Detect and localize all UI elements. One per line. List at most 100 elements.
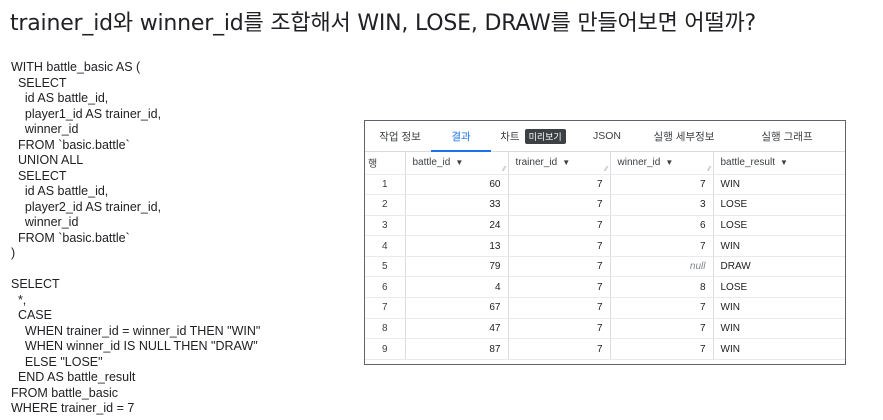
table-header-row: 행 battle_id ▼ ⁄⁄ trainer_id ▼ ⁄⁄ winner_id ▼ ⁄⁄ ba…: [365, 152, 845, 175]
cell-battle-result: WIN: [713, 297, 845, 319]
code-line: UNION ALL: [11, 153, 84, 167]
cell-battle-result: DRAW: [713, 256, 845, 278]
cell-trainer-id: 7: [508, 235, 611, 257]
cell-trainer-id: 7: [508, 318, 611, 340]
query-results-panel: 작업 정보 결과 차트 미리보기 JSON 실행 세부정보 실행 그래프 행 battle_i…: [364, 120, 846, 365]
column-header-trainer-id[interactable]: trainer_id ▼ ⁄⁄: [508, 152, 611, 175]
code-line: FROM `basic.battle`: [11, 137, 130, 152]
cell-trainer-id: 7: [508, 297, 611, 319]
cell-battle-id: 13: [405, 235, 509, 257]
cell-battle-result: WIN: [713, 338, 845, 360]
code-line: END AS battle_result: [11, 370, 136, 384]
row-number: 7: [365, 297, 406, 319]
cell-trainer-id: 7: [508, 256, 611, 278]
tab-label: JSON: [592, 130, 621, 142]
cell-battle-result: LOSE: [713, 276, 845, 299]
row-number: 8: [365, 318, 406, 340]
tab-label: 실행 그래프: [761, 130, 813, 143]
cell-trainer-id: 7: [508, 338, 611, 360]
cell-battle-result: WIN: [713, 318, 845, 340]
code-line: FROM `basic.battle`: [11, 230, 130, 245]
tab-2[interactable]: 차트 미리보기: [491, 121, 575, 151]
code-line: player2_id AS trainer_id,: [11, 199, 162, 214]
row-number: 4: [365, 235, 406, 257]
code-line: WITH battle_basic AS (: [11, 60, 141, 74]
table-row: 7 67 7 7 WIN: [365, 297, 845, 319]
code-line: [11, 262, 260, 278]
code-line: FROM battle_basic: [11, 385, 118, 400]
cell-winner-id-null: null: [610, 256, 714, 278]
table-row: 1 60 7 7 WIN: [365, 174, 845, 196]
tab-0[interactable]: 작업 정보: [369, 121, 431, 151]
column-header-label: battle_result: [720, 157, 775, 169]
cell-battle-result: LOSE: [713, 215, 845, 237]
column-resize-icon[interactable]: ⁄⁄: [708, 165, 711, 173]
code-line: ): [11, 246, 16, 260]
code-line: WHEN trainer_id = winner_id THEN "WIN": [11, 323, 261, 338]
column-resize-icon[interactable]: ⁄⁄: [605, 165, 608, 173]
page-title: trainer_id와 winner_id를 조합해서 WIN, LOSE, D…: [10, 11, 757, 36]
cell-trainer-id: 7: [508, 276, 611, 299]
tab-label: 작업 정보: [379, 130, 421, 143]
table-row: 4 13 7 7 WIN: [365, 235, 845, 257]
column-header-battle-id[interactable]: battle_id ▼ ⁄⁄: [405, 152, 509, 175]
cell-winner-id: 7: [610, 338, 714, 360]
cell-battle-id: 4: [405, 276, 509, 299]
cell-trainer-id: 7: [508, 215, 611, 237]
preview-badge: 미리보기: [524, 128, 566, 144]
column-header-label: trainer_id: [515, 157, 558, 169]
cell-battle-result: LOSE: [713, 194, 845, 216]
column-header-battle-result[interactable]: battle_result ▼: [713, 152, 845, 175]
code-line: player1_id AS trainer_id,: [11, 106, 162, 121]
column-header-winner-id[interactable]: winner_id ▼ ⁄⁄: [610, 152, 714, 175]
row-number: 5: [365, 256, 406, 278]
tab-4[interactable]: 실행 세부정보: [639, 121, 729, 151]
tab-3[interactable]: JSON: [575, 121, 639, 151]
row-number: 2: [365, 194, 406, 216]
cell-trainer-id: 7: [508, 194, 611, 216]
cell-battle-id: 33: [405, 194, 509, 216]
cell-winner-id: 7: [610, 318, 714, 340]
cell-battle-id: 47: [405, 318, 509, 340]
cell-battle-result: WIN: [713, 235, 845, 257]
cell-battle-id: 24: [405, 215, 509, 237]
tab-5[interactable]: 실행 그래프: [729, 121, 845, 151]
column-resize-icon[interactable]: ⁄⁄: [503, 165, 506, 173]
tab-label: 실행 세부정보: [653, 130, 715, 143]
cell-trainer-id: 7: [508, 174, 611, 196]
sort-caret-icon[interactable]: ▼: [779, 158, 788, 168]
cell-winner-id: 7: [610, 235, 714, 257]
cell-winner-id: 7: [610, 297, 714, 319]
row-number: 3: [365, 215, 406, 237]
sort-caret-icon[interactable]: ▼: [562, 158, 571, 168]
column-header-label: winner_id: [617, 157, 661, 169]
code-line: WHEN winner_id IS NULL THEN "DRAW": [11, 339, 258, 353]
code-line: id AS battle_id,: [11, 91, 109, 105]
cell-winner-id: 7: [610, 174, 714, 196]
table-row: 5 79 7 null DRAW: [365, 256, 845, 278]
cell-battle-result: WIN: [713, 174, 845, 196]
code-line: CASE: [11, 308, 52, 322]
code-line: ELSE "LOSE": [11, 354, 103, 369]
tab-label: 차트: [500, 130, 520, 143]
code-line: id AS battle_id,: [11, 184, 109, 198]
cell-battle-id: 87: [405, 338, 509, 360]
table-row: 2 33 7 3 LOSE: [365, 194, 845, 216]
cell-winner-id: 6: [610, 215, 714, 237]
code-line: winner_id: [11, 122, 79, 136]
sort-caret-icon[interactable]: ▼: [455, 158, 464, 168]
table-row: 6 4 7 8 LOSE: [365, 276, 845, 299]
cell-winner-id: 8: [610, 276, 714, 299]
table-row: 3 24 7 6 LOSE: [365, 215, 845, 237]
sort-caret-icon[interactable]: ▼: [665, 158, 674, 168]
cell-battle-id: 79: [405, 256, 509, 278]
cell-winner-id: 3: [610, 194, 714, 216]
code-line: SELECT: [11, 168, 67, 183]
code-line: *,: [11, 292, 27, 307]
row-number: 1: [365, 174, 406, 196]
tab-1[interactable]: 결과: [431, 121, 491, 152]
code-line: winner_id: [11, 215, 79, 229]
row-number: 6: [365, 276, 406, 299]
row-number-header: 행: [365, 152, 406, 175]
tab-label: 결과: [451, 130, 471, 143]
